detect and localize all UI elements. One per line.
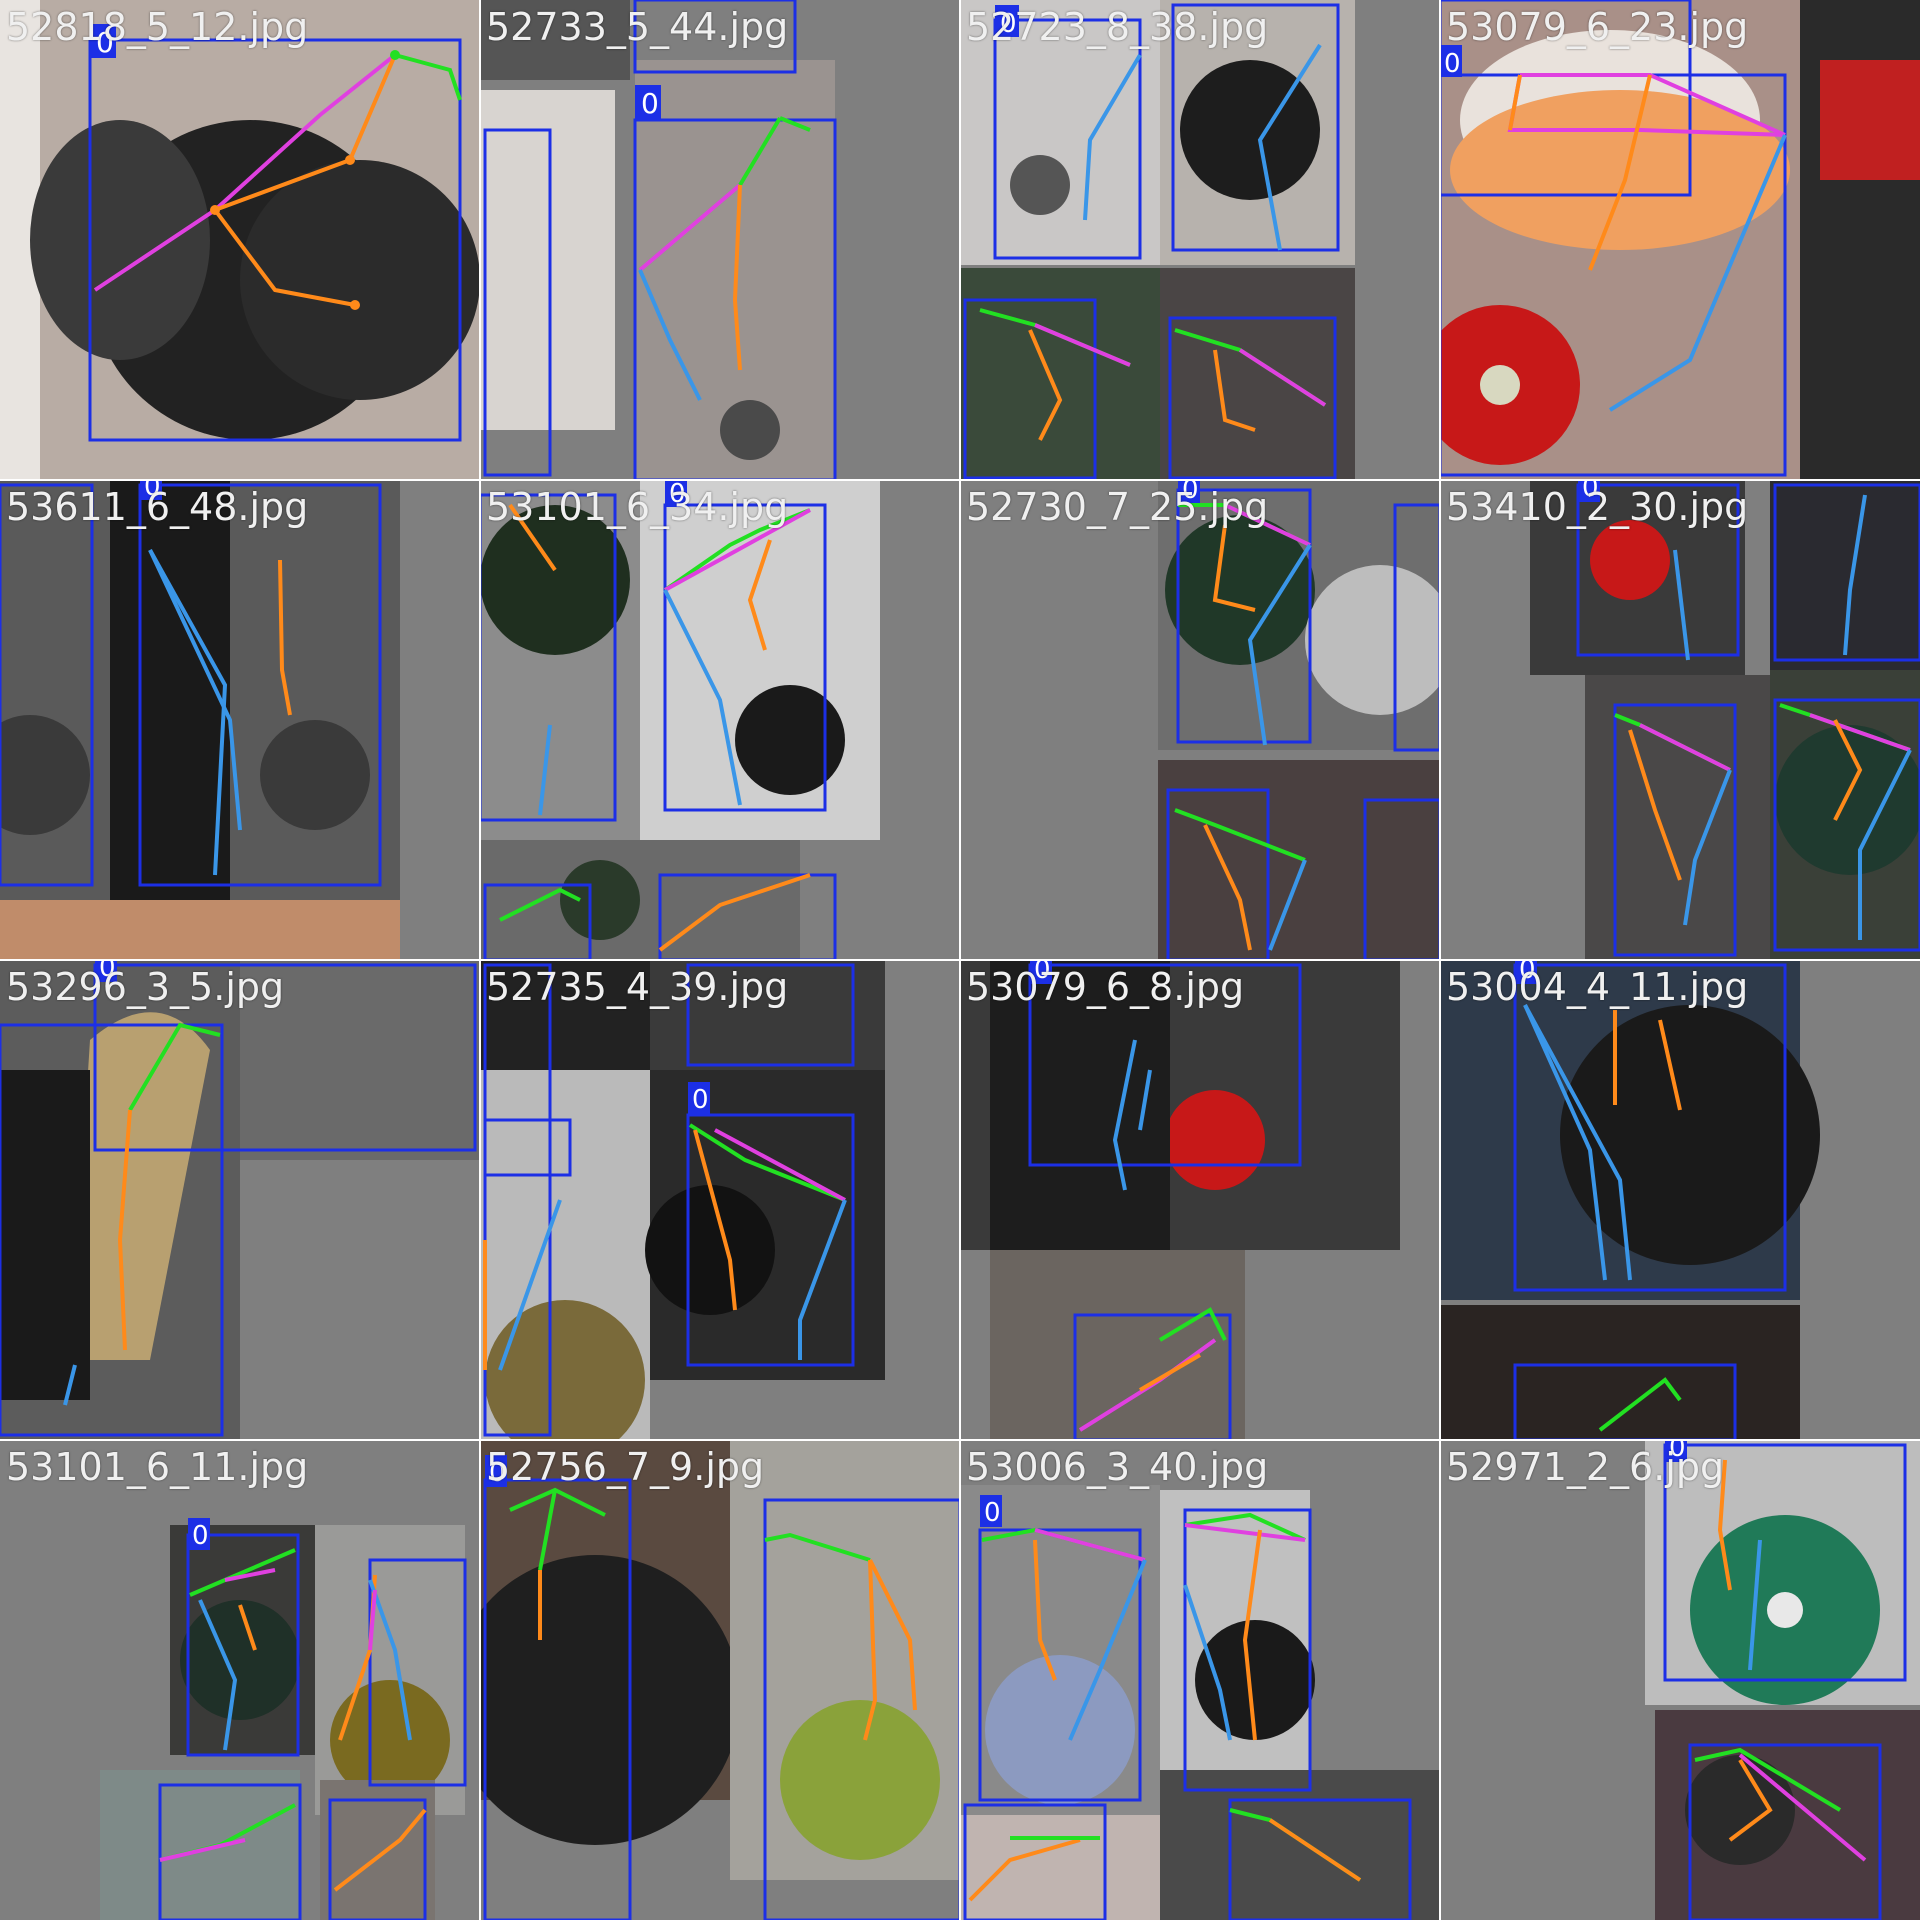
tile-filename: 52756_7_9.jpg	[486, 1445, 765, 1489]
box-label: 0	[489, 1458, 506, 1488]
tile-canvas: 0	[0, 1440, 480, 1920]
bounding-box	[88, 38, 462, 442]
grid-divider	[0, 1439, 1920, 1441]
image-tile: 0 53296_3_5.jpg	[0, 960, 480, 1440]
bounding-box	[633, 118, 837, 480]
bounding-box	[186, 1533, 300, 1757]
tile-canvas: 0	[960, 480, 1440, 960]
tile-canvas: 0	[1440, 0, 1920, 480]
tile-filename: 53101_6_34.jpg	[486, 485, 789, 529]
box-label: 0	[692, 1085, 709, 1115]
box-label: 0	[1000, 9, 1017, 39]
box-label: 0	[1444, 49, 1461, 79]
bounding-box	[483, 1478, 632, 1920]
box-label: 0	[1519, 960, 1536, 985]
tile-canvas: 0	[960, 1440, 1440, 1920]
box-label: 0	[1182, 480, 1199, 505]
tile-filename: 53410_2_30.jpg	[1446, 485, 1749, 529]
image-tile: 0 53101_6_34.jpg	[480, 480, 960, 960]
image-tile: 0 52730_7_25.jpg	[960, 480, 1440, 960]
box-label: 0	[1034, 960, 1051, 985]
tile-canvas: 0	[960, 960, 1440, 1440]
tile-canvas: 0	[480, 480, 960, 960]
tile-canvas: 0	[480, 1440, 960, 1920]
bounding-box	[978, 1528, 1142, 1802]
tile-filename: 52733_5_44.jpg	[486, 5, 789, 49]
image-tile: 0 53101_6_11.jpg	[0, 1440, 480, 1920]
tile-canvas: 0	[960, 0, 1440, 480]
bounding-box	[138, 483, 382, 887]
box-label: 0	[99, 960, 116, 983]
grid-divider	[0, 479, 1920, 481]
tile-filename: 53079_6_23.jpg	[1446, 5, 1749, 49]
tile-canvas: 0	[480, 960, 960, 1440]
image-tile: 0 53079_6_23.jpg	[1440, 0, 1920, 480]
box-label: 0	[669, 480, 686, 509]
tile-filename: 53101_6_11.jpg	[6, 1445, 309, 1489]
image-tile: 0 52756_7_9.jpg	[480, 1440, 960, 1920]
image-tile: 0 53079_6_8.jpg	[960, 960, 1440, 1440]
tile-filename: 53296_3_5.jpg	[6, 965, 285, 1009]
image-tile: 0 52735_4_39.jpg	[480, 960, 960, 1440]
tile-canvas: 0	[1440, 1440, 1920, 1920]
image-tile: 0 52733_5_44.jpg	[480, 0, 960, 480]
bounding-box	[686, 1113, 855, 1367]
tile-filename: 53006_3_40.jpg	[966, 1445, 1269, 1489]
image-tile: 0 52971_2_6.jpg	[1440, 1440, 1920, 1920]
image-tile: 0 53611_6_48.jpg	[0, 480, 480, 960]
bounding-box	[93, 963, 477, 1152]
image-tile: 0 53006_3_40.jpg	[960, 1440, 1440, 1920]
tile-filename: 53079_6_8.jpg	[966, 965, 1245, 1009]
box-label: 0	[96, 26, 114, 59]
image-tile: 0 52818_5_12.jpg	[0, 0, 480, 480]
tile-filename: 52730_7_25.jpg	[966, 485, 1269, 529]
tile-canvas: 0	[1440, 480, 1920, 960]
tile-canvas: 0	[480, 0, 960, 480]
tile-canvas: 0	[0, 960, 480, 1440]
tile-filename: 52971_2_6.jpg	[1446, 1445, 1725, 1489]
image-tile: 0 52723_8_38.jpg	[960, 0, 1440, 480]
tile-canvas: 0	[0, 0, 480, 480]
bounding-box	[993, 18, 1142, 260]
tile-filename: 52818_5_12.jpg	[6, 5, 309, 49]
bounding-box	[1576, 483, 1740, 657]
image-tile: 0 53004_4_11.jpg	[1440, 960, 1920, 1440]
bounding-box	[480, 493, 617, 822]
bounding-box	[1513, 963, 1787, 1292]
bounding-box	[1028, 963, 1302, 1167]
tile-filename: 52735_4_39.jpg	[486, 965, 789, 1009]
grid-divider	[0, 959, 1920, 961]
tile-filename: 52723_8_38.jpg	[966, 5, 1269, 49]
image-tile: 0 53410_2_30.jpg	[1440, 480, 1920, 960]
box-tag	[635, 85, 661, 119]
box-label: 0	[641, 87, 659, 120]
box-label: 0	[984, 1498, 1001, 1528]
tile-filename: 53004_4_11.jpg	[1446, 965, 1749, 1009]
box-label: 0	[192, 1521, 209, 1551]
box-tag	[90, 24, 116, 58]
box-label: 0	[1582, 480, 1599, 503]
box-label: 0	[144, 480, 161, 502]
tile-canvas: 0	[1440, 960, 1920, 1440]
tile-filename: 53611_6_48.jpg	[6, 485, 309, 529]
tile-canvas: 0	[0, 480, 480, 960]
box-label: 0	[1669, 1440, 1686, 1463]
bounding-box	[1176, 488, 1312, 744]
bounding-box	[1663, 1443, 1907, 1682]
